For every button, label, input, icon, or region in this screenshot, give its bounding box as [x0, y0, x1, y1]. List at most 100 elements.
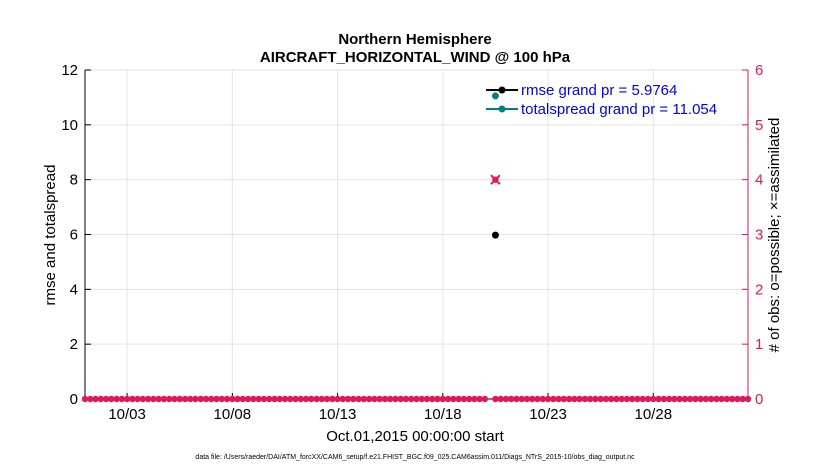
obs-possible-marker	[102, 395, 110, 403]
data-file-footer: data file: /Users/raeder/DAI/ATM_forcXX/…	[195, 454, 635, 461]
obs-possible-marker	[218, 395, 226, 403]
obs-possible-marker	[313, 395, 320, 403]
grid	[85, 69, 748, 400]
obs-possible-marker	[739, 395, 746, 403]
obs-possible-marker	[576, 395, 583, 403]
obs-possible-marker	[481, 395, 489, 403]
legend-marker-rmse	[498, 86, 506, 94]
y-axis-left-label: rmse and totalspread	[42, 165, 59, 306]
obs-possible-marker	[323, 395, 331, 403]
obs-possible-marker	[650, 395, 657, 403]
x-tick-label-2: 10/13	[319, 406, 357, 423]
obs-possible-marker	[239, 395, 247, 403]
obs-possible-marker	[676, 395, 683, 403]
y-right-tick-label-0: 0	[755, 391, 763, 408]
obs-possible-marker	[529, 395, 536, 403]
obs-possible-marker	[597, 395, 604, 403]
obs-possible-marker	[518, 395, 525, 403]
obs-possible-marker	[455, 395, 462, 403]
y-right-tick-label-1: 1	[755, 336, 763, 353]
obs-possible-marker	[287, 395, 294, 403]
obs-possible-marker	[539, 395, 546, 403]
obs-possible-marker	[502, 395, 510, 403]
x-tick-label-3: 10/18	[424, 406, 462, 423]
obs-possible-marker	[208, 395, 215, 403]
obs-markers	[81, 174, 752, 403]
obs-possible-marker	[555, 395, 562, 403]
obs-possible-marker	[523, 395, 531, 403]
y-right-tick-label-5: 5	[755, 117, 763, 134]
obs-possible-marker	[144, 395, 152, 403]
obs-possible-marker	[271, 395, 278, 403]
obs-possible-marker	[134, 395, 141, 403]
obs-possible-marker	[697, 395, 704, 403]
obs-possible-marker	[334, 395, 341, 403]
y-left-tick-label-5: 10	[61, 117, 78, 134]
obs-possible-marker	[371, 395, 378, 403]
obs-possible-marker	[276, 395, 283, 403]
x-tick-label-4: 10/23	[529, 406, 567, 423]
y-left-tick-label-6: 12	[61, 62, 78, 79]
obs-possible-marker	[565, 395, 573, 403]
obs-possible-marker	[108, 395, 115, 403]
obs-possible-marker	[297, 395, 304, 403]
obs-possible-marker	[729, 395, 736, 403]
y-axis-right-label: # of obs: o=possible; ×=assimilated	[766, 118, 783, 353]
obs-possible-marker	[255, 395, 262, 403]
obs-possible-marker	[260, 395, 268, 403]
obs-possible-marker	[365, 395, 373, 403]
y-left-tick-label-3: 6	[70, 227, 78, 244]
chart-title-line2: AIRCRAFT_HORIZONTAL_WIND @ 100 hPa	[260, 49, 571, 66]
obs-possible-marker	[571, 395, 578, 403]
obs-possible-marker	[386, 395, 394, 403]
obs-possible-marker	[460, 395, 468, 403]
y-right-tick-label-2: 2	[755, 281, 763, 298]
obs-possible-marker	[465, 395, 473, 403]
obs-possible-marker	[723, 395, 731, 403]
obs-possible-marker	[634, 395, 641, 403]
obs-possible-marker	[618, 395, 625, 403]
obs-possible-marker	[744, 395, 752, 403]
obs-possible-marker	[707, 395, 715, 403]
obs-possible-marker	[660, 395, 668, 403]
right-axis-ticks: 0 1 2 3 4 5 6	[742, 62, 763, 408]
x-tick-label-1: 10/08	[214, 406, 252, 423]
obs-possible-marker	[408, 395, 415, 403]
obs-possible-marker	[187, 395, 194, 403]
obs-possible-marker	[318, 395, 325, 403]
obs-possible-marker	[234, 395, 241, 403]
obs-possible-marker	[97, 395, 104, 403]
left-axis-ticks: 0 2 4 6 8 10 12	[61, 62, 91, 408]
obs-possible-marker	[702, 395, 710, 403]
obs-possible-marker	[171, 395, 178, 403]
obs-possible-marker	[402, 395, 410, 403]
obs-assimilated-marker	[490, 174, 501, 185]
obs-possible-marker	[734, 395, 741, 403]
obs-possible-marker	[213, 395, 220, 403]
obs-possible-marker	[181, 395, 189, 403]
obs-possible-marker	[376, 395, 383, 403]
obs-possible-marker	[592, 395, 599, 403]
obs-possible-marker	[392, 395, 399, 403]
obs-possible-marker	[655, 395, 662, 403]
legend-marker-totalspread	[498, 105, 506, 113]
obs-possible-marker	[281, 395, 289, 403]
obs-possible-marker	[439, 395, 447, 403]
obs-possible-marker	[471, 395, 478, 403]
obs-possible-marker	[613, 395, 620, 403]
obs-possible-marker	[534, 395, 541, 403]
obs-possible-marker	[623, 395, 631, 403]
obs-possible-marker	[629, 395, 636, 403]
obs-possible-marker	[560, 395, 568, 403]
legend-label-rmse: rmse grand pr = 5.9764	[521, 82, 677, 99]
obs-possible-marker	[129, 395, 136, 403]
obs-possible-marker	[244, 395, 252, 403]
obs-possible-marker	[581, 395, 589, 403]
obs-possible-marker	[550, 395, 557, 403]
obs-possible-marker	[397, 395, 404, 403]
obs-possible-marker	[155, 395, 162, 403]
obs-possible-marker	[308, 395, 315, 403]
obs-possible-marker	[329, 395, 336, 403]
obs-possible-marker	[692, 395, 699, 403]
